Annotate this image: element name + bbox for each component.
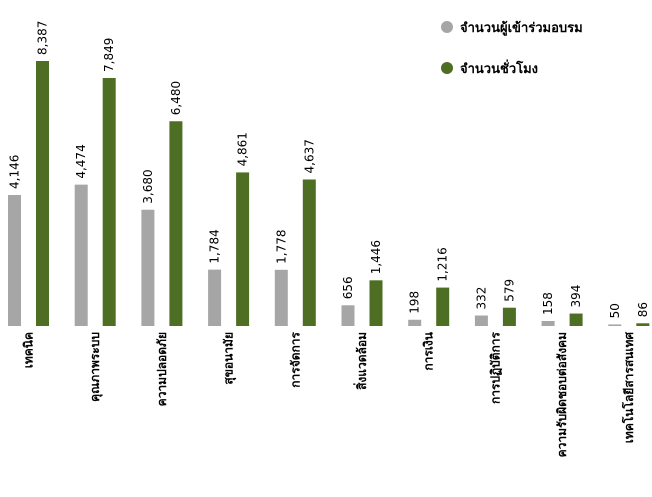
value-label: 86: [636, 302, 650, 317]
category-label: การจัดการ: [288, 331, 302, 387]
bar: [302, 179, 316, 326]
bar: [208, 269, 222, 326]
value-label: 1,446: [369, 240, 383, 274]
value-label: 4,146: [8, 155, 22, 189]
value-label: 1,216: [436, 247, 450, 281]
value-label: 579: [502, 279, 516, 302]
bar: [236, 172, 250, 326]
value-label: 7,849: [102, 38, 116, 72]
value-label: 158: [541, 292, 555, 315]
value-label: 50: [608, 303, 622, 318]
bar: [474, 315, 488, 326]
value-label: 4,474: [74, 144, 88, 178]
bar: [436, 287, 450, 326]
value-label: 4,637: [302, 139, 316, 173]
bar: [502, 307, 516, 326]
value-label: 656: [341, 276, 355, 299]
bar: [141, 209, 155, 326]
bar: [636, 323, 650, 326]
category-label: สุขอนามัย: [222, 332, 237, 385]
bar: [36, 61, 49, 326]
value-label: 198: [408, 291, 422, 314]
bar: [274, 269, 288, 326]
category-label: การเงิน: [422, 331, 436, 370]
bar: [369, 280, 383, 326]
value-label: 332: [474, 287, 488, 310]
bar: [102, 77, 116, 326]
value-label: 8,387: [36, 21, 50, 55]
bar: [341, 305, 355, 326]
category-label: คุณภาพระบบ: [88, 332, 103, 402]
bar: [541, 321, 555, 326]
value-label: 3,680: [141, 169, 155, 203]
bar: [74, 184, 88, 326]
legend-marker: [441, 21, 453, 33]
bar: [169, 121, 183, 326]
value-label: 1,784: [208, 229, 222, 263]
value-label: 394: [569, 285, 583, 308]
category-label: สิ่งแวดล้อม: [353, 332, 369, 390]
value-label: 4,861: [236, 132, 250, 166]
category-label: เทคโนโลยีสารสนเทศ: [621, 332, 636, 444]
category-label: การปฏิบัติการ: [488, 331, 502, 404]
value-label: 6,480: [169, 81, 183, 115]
bar: [8, 195, 21, 326]
category-label: เทคนิค: [22, 332, 36, 368]
category-label: ความรับผิดชอบต่อสังคม: [555, 332, 569, 457]
legend-marker: [441, 62, 453, 74]
value-label: 1,778: [274, 229, 288, 263]
bar: [608, 324, 622, 326]
bar: [408, 319, 422, 326]
legend-label: จำนวนชั่วโมง: [460, 59, 538, 77]
bar: [569, 313, 583, 326]
category-label: ความปลอดภัย: [155, 332, 169, 406]
legend-label: จำนวนผู้เข้าร่วมอบรม: [460, 20, 583, 36]
